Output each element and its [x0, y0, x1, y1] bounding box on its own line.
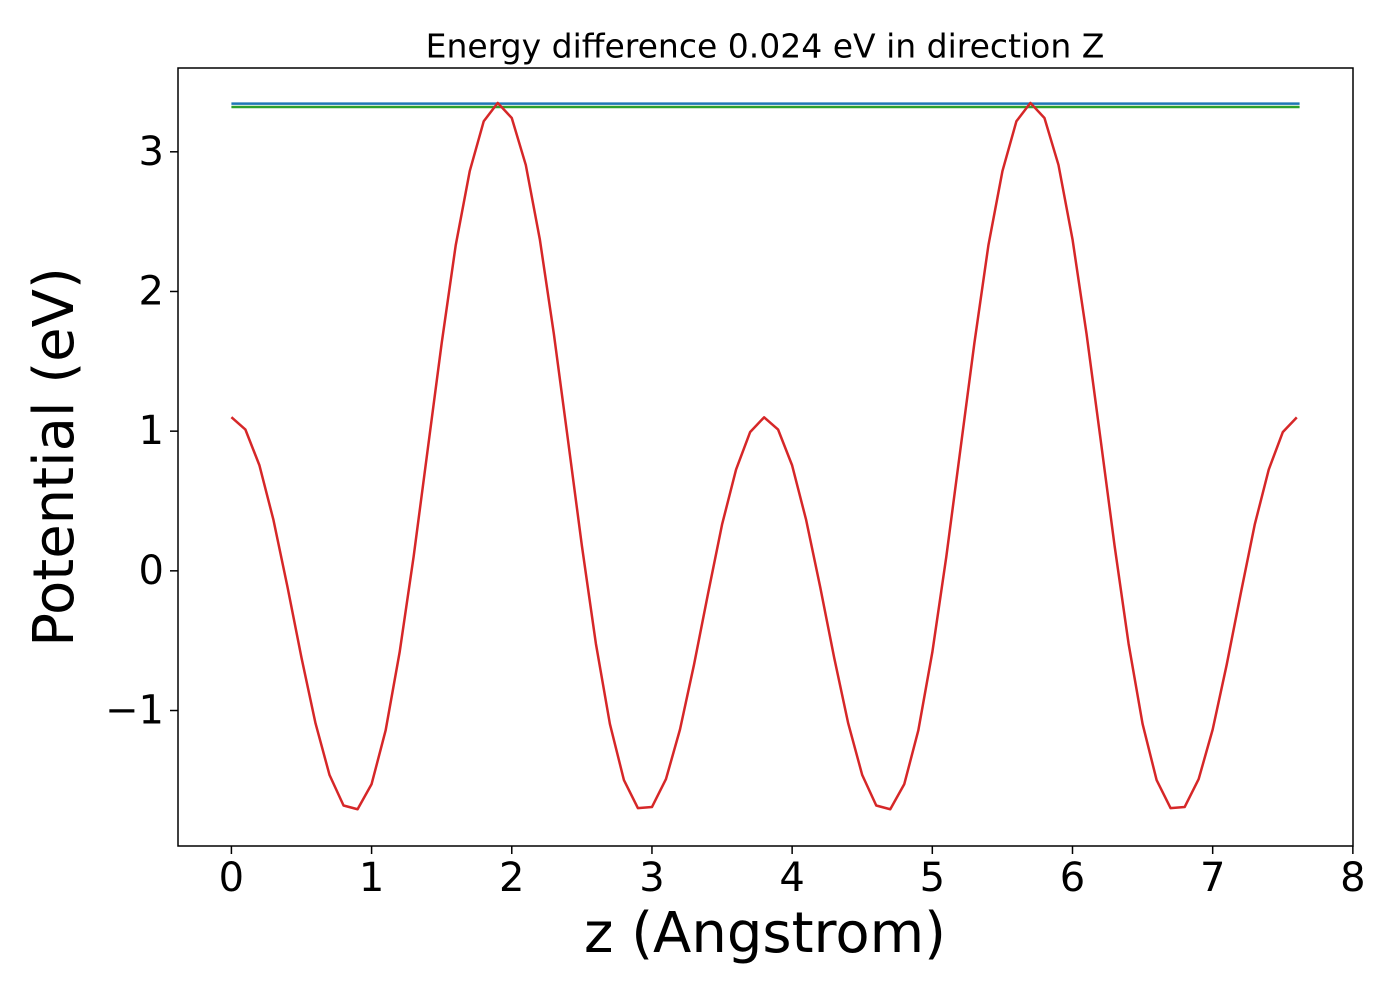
x-tick-label: 4	[779, 855, 804, 901]
line-series	[230, 101, 1298, 811]
chart-title: Energy difference 0.024 eV in direction …	[426, 27, 1105, 66]
x-tick-label: 6	[1060, 855, 1085, 901]
x-tick-label: 0	[219, 855, 244, 901]
y-tick-label: 2	[139, 268, 164, 314]
y-axis-label: Potential (eV)	[22, 267, 87, 647]
plot-frame	[177, 67, 1354, 847]
y-tick-label: 0	[139, 548, 164, 594]
y-tick-label: −1	[105, 688, 164, 734]
x-tick-label: 3	[639, 855, 664, 901]
y-tick-label: 3	[139, 129, 164, 175]
x-tick-label: 1	[359, 855, 384, 901]
x-tick-label: 7	[1200, 855, 1225, 901]
y-tick-label: 1	[139, 408, 164, 454]
x-axis-label: z (Angstrom)	[584, 901, 946, 966]
x-tick-label: 2	[499, 855, 524, 901]
x-tick-label: 8	[1340, 855, 1365, 901]
x-tick-label: 5	[920, 855, 945, 901]
